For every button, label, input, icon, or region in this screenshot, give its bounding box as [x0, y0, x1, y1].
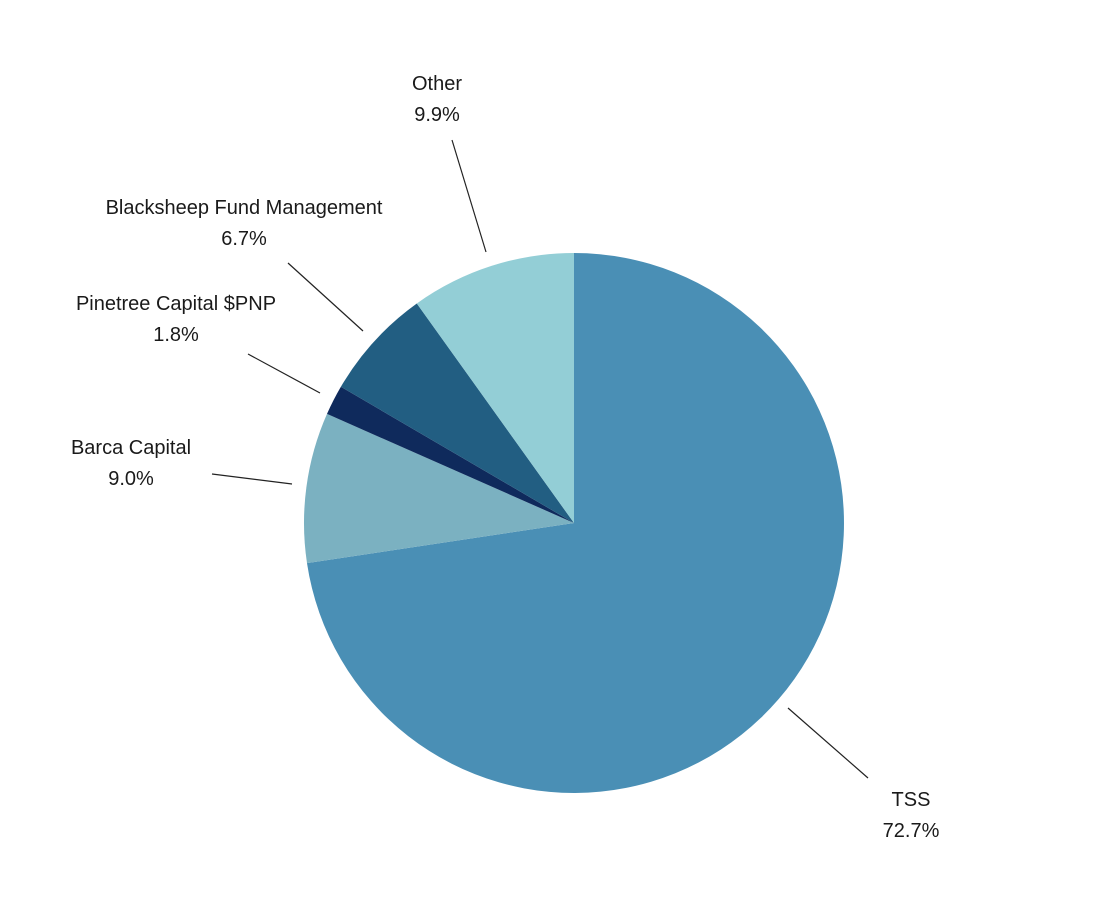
slice-value-label: 9.9% — [414, 104, 460, 126]
slice-label: Pinetree Capital $PNP — [76, 293, 276, 315]
leader-line — [211, 473, 293, 485]
slice-label: Other — [412, 73, 462, 95]
leader-line — [287, 262, 364, 332]
slice-value-label: 9.0% — [108, 468, 154, 490]
slice-label: Blacksheep Fund Management — [106, 197, 383, 219]
pie-slices — [303, 253, 844, 793]
leader-line — [247, 353, 321, 394]
pie-slice-blacksheep-fund-management — [340, 303, 574, 523]
slice-value-label: 72.7% — [883, 820, 940, 842]
pie-slice-pinetree-capital-pnp — [327, 386, 574, 523]
slice-value-label: 1.8% — [153, 324, 199, 346]
pie-slice-other — [416, 253, 574, 523]
leader-lines — [211, 139, 869, 779]
slice-label: TSS — [892, 789, 931, 811]
leader-line — [787, 707, 869, 779]
leader-line — [451, 139, 487, 253]
slice-label: Barca Capital — [71, 437, 191, 459]
pie-slice-tss — [306, 253, 844, 793]
slice-value-label: 6.7% — [221, 228, 267, 250]
slice-labels: TSS 72.7% Barca Capital 9.0% Pinetree Capita… — [71, 73, 940, 842]
pie-slice-barca-capital — [303, 413, 574, 564]
